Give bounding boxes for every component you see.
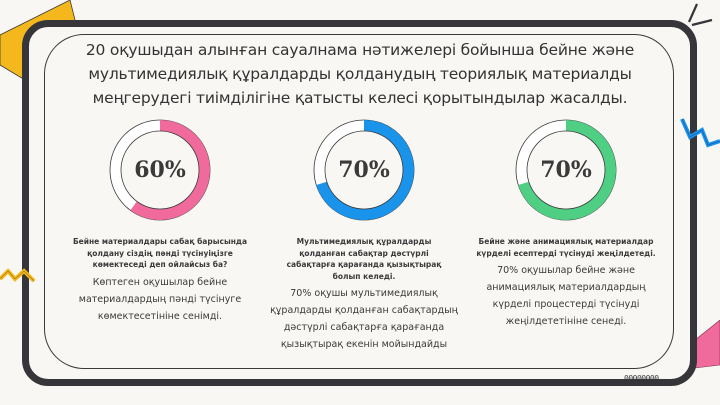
sparkle-lines-decoration	[687, 3, 713, 27]
answer-text-2: 70% оқушы мультимедиялық құралдарды қолд…	[270, 288, 458, 350]
page-number: 00000000	[624, 374, 659, 383]
percent-value-3: 70%	[540, 157, 592, 183]
percent-value-2: 70%	[338, 157, 390, 183]
answer-text-1: Көптеген оқушылар бейне материалдардың п…	[78, 276, 242, 322]
inner-frame	[44, 34, 674, 369]
pink-triangle-decoration	[695, 320, 720, 369]
yellow-zigzag-decoration	[0, 268, 36, 283]
donut-chart-1: 60%	[104, 114, 216, 226]
question-text-2: Мультимедиялық құралдарды қолданған саба…	[286, 237, 442, 281]
slide-title: 20 оқушыдан алынған сауалнама нәтижелері…	[85, 41, 635, 107]
blue-zigzag-decoration	[680, 118, 720, 148]
question-text-3: Бейне және анимациялық материалдар күрде…	[476, 237, 656, 258]
donut-chart-3: 70%	[510, 114, 622, 226]
percent-value-1: 60%	[134, 157, 186, 183]
stat-card-3: 70% Бейне және анимациялық материалдар к…	[466, 114, 666, 330]
answer-text-3: 70% оқушылар бейне және анимациялық мате…	[486, 265, 646, 327]
question-text-1: Бейне материалдары сабақ барысында қолда…	[72, 237, 248, 269]
stat-card-1: 60% Бейне материалдары сабақ барысында қ…	[60, 114, 260, 325]
donut-chart-2: 70%	[308, 114, 420, 226]
stat-card-2: 70% Мультимедиялық құралдарды қолданған …	[264, 114, 464, 353]
